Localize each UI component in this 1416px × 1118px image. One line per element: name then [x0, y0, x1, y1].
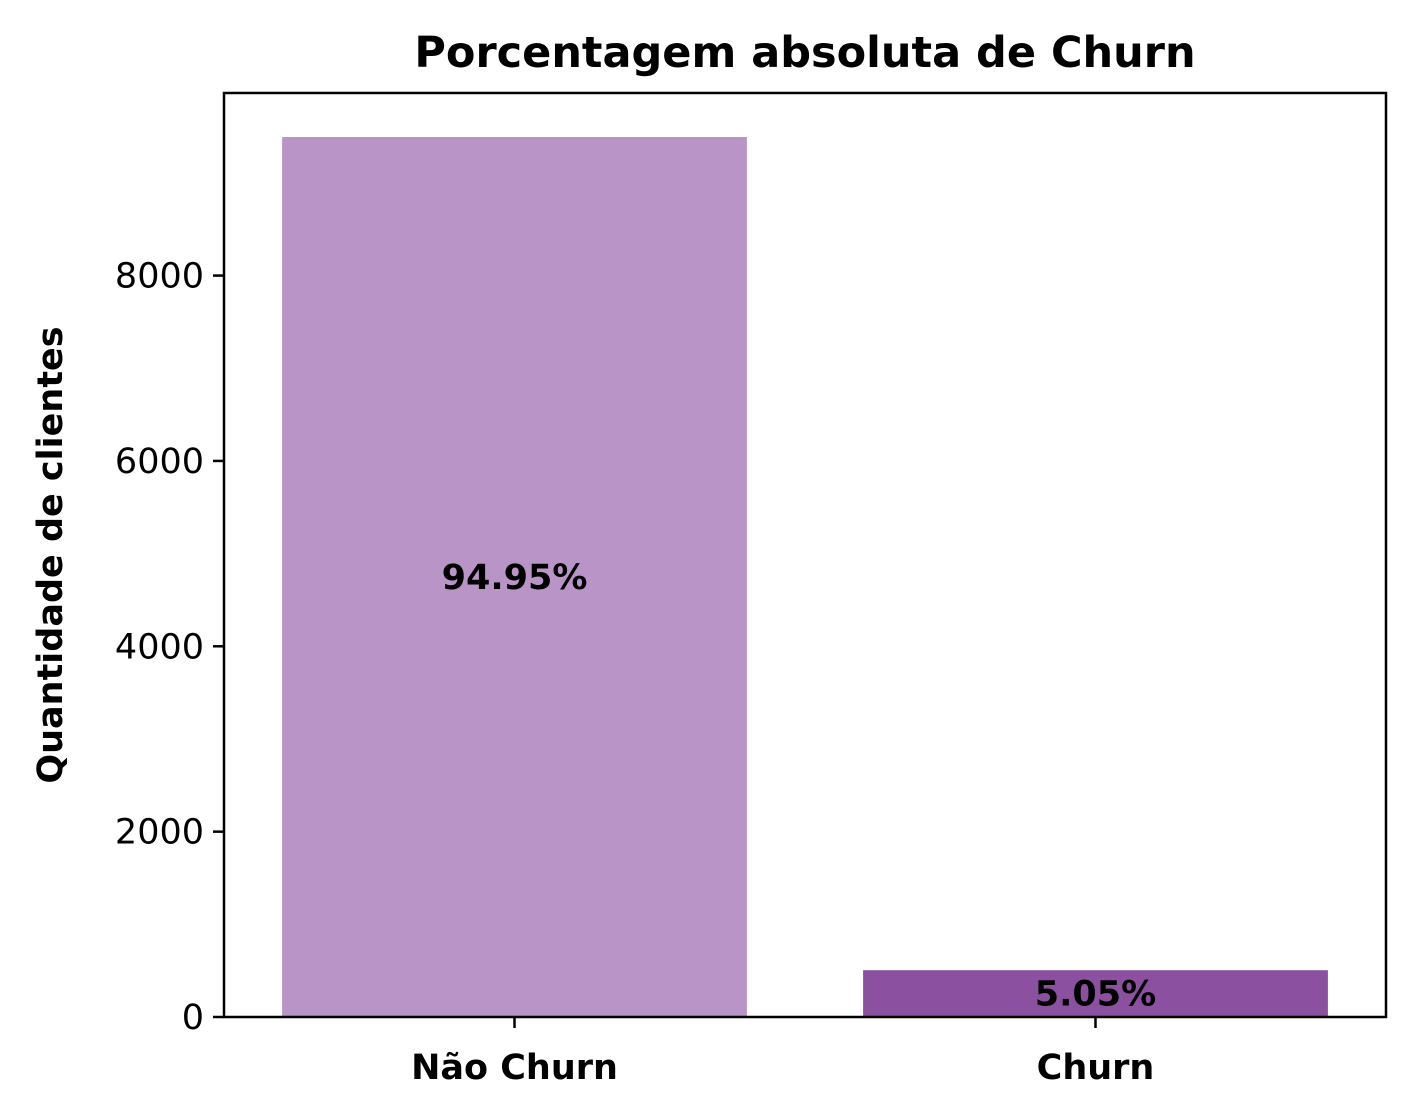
- data-labels-group: 94.95% 5.05%: [442, 558, 1157, 1015]
- data-label: 94.95%: [442, 558, 588, 598]
- x-tick-label: Não Churn: [411, 1048, 618, 1088]
- y-tick-label: 4000: [115, 627, 204, 667]
- y-tick-label: 6000: [115, 442, 204, 482]
- y-axis-ticks: 0 2000 4000 6000 8000: [115, 257, 224, 1038]
- y-tick-label: 0: [182, 998, 204, 1038]
- x-axis-ticks: Não Churn Churn: [411, 1017, 1154, 1088]
- bar: [863, 970, 1328, 1017]
- y-tick-label: 8000: [115, 257, 204, 297]
- x-tick-label: Churn: [1037, 1048, 1155, 1088]
- chart-title: Porcentagem absoluta de Churn: [414, 28, 1195, 78]
- data-label: 5.05%: [1035, 975, 1156, 1015]
- plot-frame: [222, 91, 1388, 1019]
- y-tick-label: 2000: [115, 813, 204, 853]
- bars-group: [282, 137, 1328, 1017]
- bar: [282, 137, 747, 1017]
- y-axis-label: Quantidade de clientes: [31, 326, 71, 783]
